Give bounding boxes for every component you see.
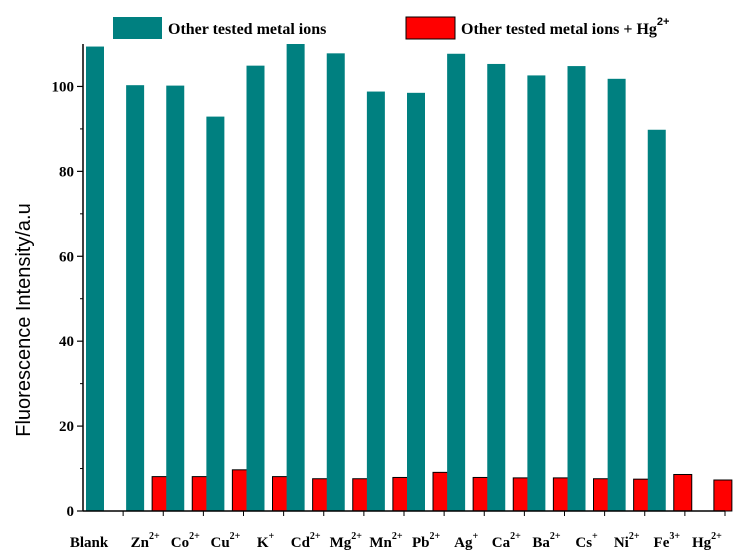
y-tick-label: 40 — [59, 334, 74, 350]
y-tick-label: 80 — [59, 164, 74, 180]
bar-ions-10 — [487, 63, 506, 511]
bar-ions-5 — [286, 44, 305, 511]
x-tick-label: Ni2+ — [614, 531, 640, 551]
y-tick-label: 20 — [59, 419, 74, 435]
x-tick-label: K+ — [257, 531, 275, 551]
axes-layer: 0 20 40 60 80 100 Blank Zn2+ Co2+ Cu2+ K+ Cd2+ Mg2+ M… — [52, 44, 726, 551]
bar-ions-12 — [567, 66, 586, 512]
y-tick-label: 0 — [67, 504, 75, 520]
bar-ions-hg-15 — [713, 479, 733, 512]
bars-layer — [86, 44, 733, 512]
y-tick-label: 60 — [59, 249, 74, 265]
x-tick-label: Co2+ — [171, 531, 200, 551]
bar-ions-0 — [86, 46, 104, 511]
legend: Other tested metal ions Other tested meta… — [113, 16, 669, 40]
bar-ions-4 — [246, 65, 265, 511]
bar-ions-8 — [407, 92, 425, 511]
x-tick-label: Cs+ — [575, 531, 598, 551]
x-tick-label: Mg2+ — [330, 531, 363, 551]
x-tick-label: Cd2+ — [291, 531, 321, 551]
x-tick-label: Cu2+ — [210, 531, 240, 551]
bar-ions-9 — [447, 53, 466, 511]
legend-label-ions-hg: Other tested metal ions + Hg2+ — [461, 16, 669, 38]
legend-label-ions: Other tested metal ions — [168, 21, 326, 38]
bar-ions-hg-14 — [673, 473, 693, 512]
bar-ions-7 — [366, 91, 385, 512]
x-tick-label: Ca2+ — [492, 531, 521, 551]
legend-swatch-ions — [113, 17, 162, 39]
x-tick-label: Hg2+ — [692, 531, 722, 551]
bar-ions-13 — [607, 78, 626, 511]
bar-ions-3 — [206, 116, 225, 511]
bar-ions-11 — [527, 75, 546, 511]
bar-ions-2 — [166, 85, 185, 511]
x-tick-label: Mn2+ — [369, 531, 403, 551]
x-tick-label: Zn2+ — [131, 531, 160, 551]
x-tick-label: Blank — [70, 535, 109, 551]
y-axis-label: Fluorescence Intensity/a.u — [13, 203, 35, 436]
y-tick-label: 100 — [52, 79, 75, 95]
bar-ions-14 — [647, 129, 666, 511]
x-tick-label: Fe3+ — [654, 531, 681, 551]
legend-swatch-ions-hg — [405, 16, 456, 40]
x-tick-label: Ba2+ — [532, 531, 561, 551]
x-tick-label: Pb2+ — [412, 531, 441, 551]
bar-ions-6 — [326, 53, 345, 512]
x-tick-label: Ag+ — [454, 531, 478, 551]
bar-ions-1 — [126, 85, 145, 511]
